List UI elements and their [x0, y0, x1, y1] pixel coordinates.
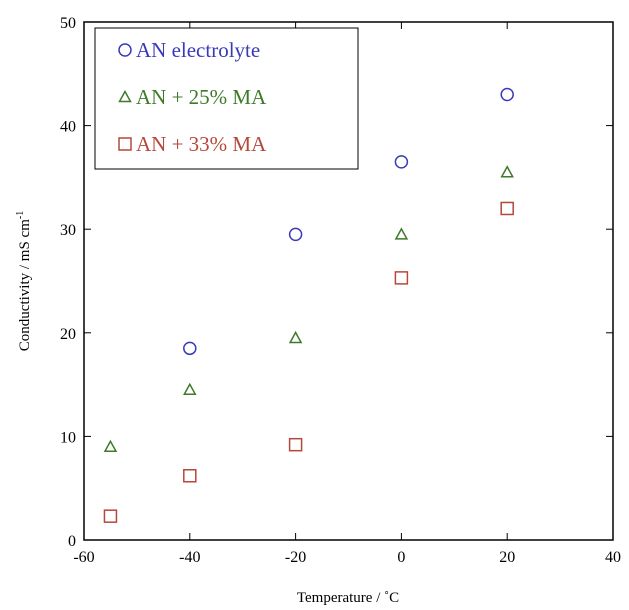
y-tick-label: 50 [60, 15, 76, 32]
x-tick-label: 20 [499, 549, 515, 566]
circle-data-point [290, 228, 302, 240]
y-tick-label: 30 [60, 222, 76, 239]
x-axis-title: Temperature / ˚C [297, 590, 399, 606]
x-tick-label: -20 [285, 549, 306, 566]
triangle-data-point [105, 441, 116, 451]
circle-data-point [395, 156, 407, 168]
y-axis-title-superscript: -1 [15, 211, 26, 219]
x-tick-label: 0 [397, 549, 405, 566]
y-tick-label: 0 [68, 533, 76, 550]
triangle-data-point [396, 229, 407, 239]
legend-label: AN electrolyte [136, 38, 260, 62]
y-tick-label: 20 [60, 326, 76, 343]
square-data-point [501, 202, 513, 214]
y-tick-label: 10 [60, 429, 76, 446]
triangle-data-point [290, 332, 301, 342]
circle-data-point [184, 342, 196, 354]
x-tick-label: 40 [605, 549, 621, 566]
x-tick-label: -60 [73, 549, 94, 566]
square-data-point [184, 470, 196, 482]
triangle-data-point [502, 167, 513, 177]
square-data-point [395, 272, 407, 284]
legend-label: AN + 33% MA [136, 132, 267, 156]
y-axis-title: Conductivity / mS cm-1 [15, 211, 33, 351]
legend-label: AN + 25% MA [136, 85, 267, 109]
square-data-point [290, 439, 302, 451]
x-tick-label: -40 [179, 549, 200, 566]
triangle-data-point [184, 384, 195, 394]
circle-data-point [501, 89, 513, 101]
legend: AN electrolyte AN + 25% MA AN + 33% MA [95, 28, 358, 169]
y-tick-label: 40 [60, 119, 76, 136]
y-axis-title-main: Conductivity / mS cm [17, 219, 33, 351]
square-data-point [104, 510, 116, 522]
